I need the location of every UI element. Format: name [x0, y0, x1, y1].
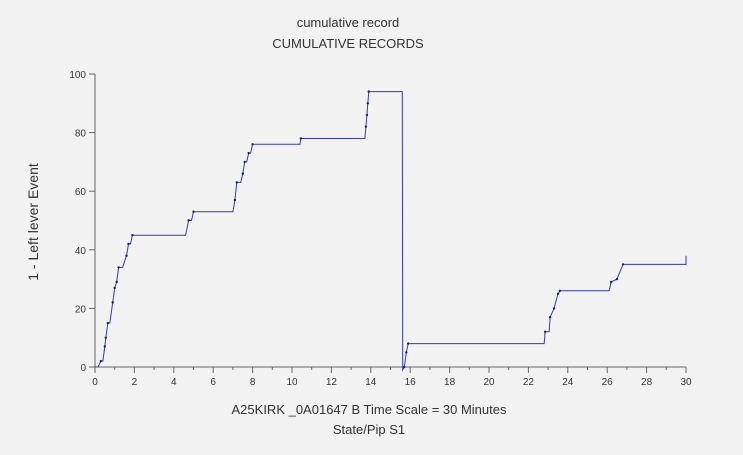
- response-mark: [106, 321, 110, 325]
- x-axis-title-line1: A25KIRK _0A01647 B Time Scale = 30 Minut…: [232, 402, 507, 417]
- response-mark: [117, 266, 120, 269]
- response-mark: [235, 181, 238, 184]
- y-tick-label: 40: [75, 246, 87, 257]
- series-line-0: [95, 91, 687, 372]
- response-mark: [367, 90, 370, 93]
- response-mark: [111, 301, 114, 304]
- x-tick-label: 10: [286, 377, 298, 388]
- x-tick-label: 18: [444, 377, 456, 388]
- x-tick-label: 12: [326, 377, 338, 388]
- y-tick-label: 100: [69, 70, 86, 81]
- response-mark: [131, 234, 134, 237]
- response-mark: [115, 280, 118, 284]
- response-mark: [556, 292, 560, 295]
- y-axis: 0 20 40 60 80 100: [69, 70, 96, 374]
- response-mark: [366, 102, 369, 105]
- x-tick-label: 8: [250, 377, 256, 388]
- response-mark: [548, 316, 552, 319]
- x-tick-label: 24: [562, 377, 574, 388]
- response-mark: [247, 151, 250, 155]
- x-tick-label: 2: [132, 377, 138, 388]
- response-mark: [299, 137, 303, 140]
- x-tick-label: 16: [405, 377, 417, 388]
- response-mark: [364, 125, 368, 128]
- y-tick-label: 80: [75, 129, 87, 140]
- response-mark: [251, 143, 254, 146]
- x-tick-label: 28: [641, 377, 653, 388]
- x-tick-label: 14: [365, 377, 377, 388]
- y-axis-title: 1 - Left lever Event: [25, 163, 41, 281]
- x-tick-label: 0: [92, 377, 98, 388]
- response-mark: [243, 160, 246, 164]
- x-tick-label: 6: [210, 377, 216, 388]
- x-axis: 0 2 4 6 8 10 12 14 16 18 20 22 24 26 28 30: [92, 366, 692, 388]
- y-tick-label: 0: [80, 363, 86, 374]
- chart-subtitle: CUMULATIVE RECORDS: [272, 36, 424, 51]
- x-axis-title-line2: State/Pip S1: [333, 422, 405, 437]
- response-mark: [407, 342, 410, 345]
- x-tick-label: 20: [483, 377, 495, 388]
- response-mark: [125, 254, 128, 257]
- response-mark: [127, 242, 130, 246]
- response-mark: [241, 172, 244, 175]
- response-mark: [558, 289, 562, 292]
- response-mark: [552, 307, 556, 310]
- x-tick-label: 30: [680, 377, 692, 388]
- y-tick-label: 60: [75, 187, 87, 198]
- y-tick-label: 20: [75, 304, 87, 315]
- x-tick-label: 26: [602, 377, 614, 388]
- response-mark: [192, 210, 195, 213]
- response-mark: [365, 113, 369, 117]
- response-mark: [615, 277, 619, 281]
- series-layer: [95, 90, 687, 372]
- response-mark: [103, 345, 107, 348]
- chart-title: cumulative record: [297, 15, 400, 30]
- response-mark: [543, 330, 547, 333]
- response-mark: [187, 219, 190, 222]
- response-mark: [621, 263, 625, 266]
- response-mark: [113, 286, 116, 290]
- response-mark: [104, 336, 108, 339]
- response-mark: [405, 351, 408, 354]
- response-mark: [403, 365, 406, 369]
- response-mark: [99, 359, 103, 363]
- x-tick-label: 22: [523, 377, 535, 388]
- response-mark: [609, 280, 613, 284]
- x-tick-label: 4: [171, 377, 177, 388]
- response-mark: [233, 198, 237, 202]
